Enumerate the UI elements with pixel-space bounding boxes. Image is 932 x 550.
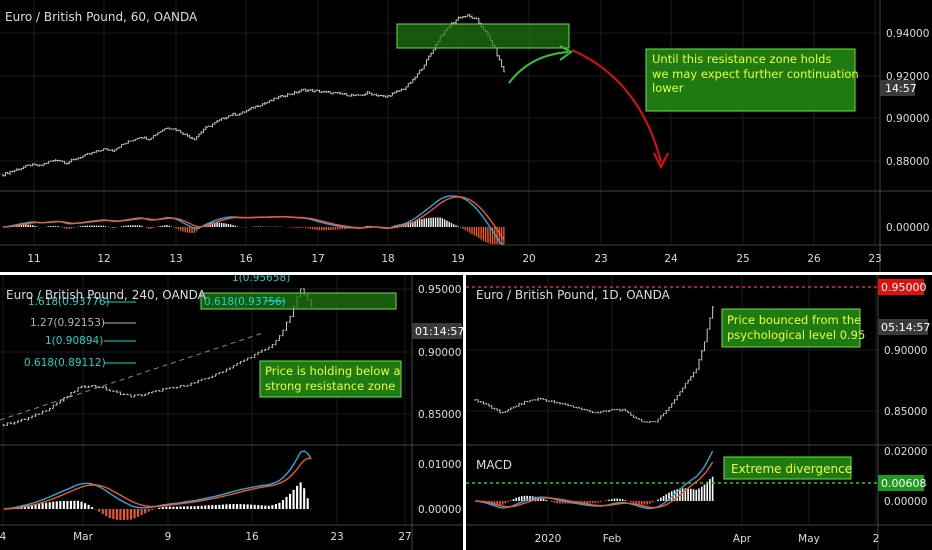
zone-fib-label: 0.618(0.93756) bbox=[204, 296, 286, 308]
macd-pane bbox=[3, 195, 505, 245]
price-tick-label: 0.85000 bbox=[418, 409, 461, 421]
chart-panel-h4[interactable]: 0.618(0.93756) 1(0.95658) 1.618(0.93776)… bbox=[0, 275, 463, 550]
macd-label: MACD bbox=[476, 458, 512, 472]
time-tick-label: 18 bbox=[381, 253, 394, 265]
annotation-line-3: lower bbox=[652, 81, 684, 95]
time-tick-label: Feb bbox=[603, 533, 622, 545]
price-tick-label: 0.88000 bbox=[886, 156, 929, 168]
chart-h4-svg[interactable]: 0.618(0.93756) 1(0.95658) 1.618(0.93776)… bbox=[0, 275, 463, 550]
time-tick-label: 25 bbox=[736, 253, 749, 265]
resistance-zone bbox=[200, 292, 397, 310]
time-tick-label: 2020 bbox=[535, 533, 562, 545]
fib-label-1b: 1(0.90894) bbox=[45, 335, 103, 347]
price-tick-label: 0.85000 bbox=[884, 406, 927, 418]
time-tick-label: Apr bbox=[733, 533, 752, 545]
chart-title: Euro / British Pound, 60, OANDA bbox=[5, 10, 198, 24]
divergence-box bbox=[723, 456, 852, 480]
red-arrow bbox=[571, 49, 662, 163]
price-tick-label: 0.95000 bbox=[418, 284, 461, 296]
time-tick-label: 13 bbox=[169, 253, 182, 265]
price-label-bg bbox=[412, 323, 462, 339]
horizontal-divider bbox=[0, 272, 932, 275]
macd-tick-label: 0.02000 bbox=[884, 446, 927, 458]
price-axis: 0.90000 0.85000 0.02000 0.00000 bbox=[884, 345, 927, 508]
time-tick-label: 11 bbox=[27, 253, 40, 265]
green-arrowhead bbox=[559, 45, 573, 61]
time-axis: 2020 Feb Apr May 2 bbox=[535, 533, 880, 545]
chart-title: Euro / British Pound, 1D, OANDA bbox=[476, 288, 671, 302]
price-tick-label: 0.90000 bbox=[884, 345, 927, 357]
price-label-bg bbox=[880, 80, 915, 96]
time-axis: 4 Mar 9 16 23 27 bbox=[0, 531, 412, 543]
time-tick-label: 16 bbox=[239, 253, 253, 265]
time-tick-label: 9 bbox=[165, 531, 172, 543]
chart-panel-d1[interactable]: Price bounced from the psychological lev… bbox=[466, 275, 932, 550]
price-tick-label: 0.90000 bbox=[886, 113, 929, 125]
annotation-box bbox=[259, 360, 402, 398]
candles bbox=[474, 306, 714, 423]
chart-d1-svg[interactable]: Price bounced from the psychological lev… bbox=[466, 275, 932, 550]
price-tick-label: 0.94000 bbox=[886, 28, 929, 40]
price-label: 01:14:57 bbox=[415, 325, 463, 338]
annotation-line-1: Until this resistance zone holds bbox=[652, 52, 831, 66]
time-tick-label: 4 bbox=[0, 531, 7, 543]
level-label-bg bbox=[878, 279, 924, 295]
annotation-line-2: strong resistance zone bbox=[265, 379, 395, 393]
macd-level-label-bg bbox=[878, 475, 924, 491]
time-tick-label: May bbox=[798, 533, 820, 545]
macd-tick-label: 0.01000 bbox=[418, 459, 461, 471]
time-tick-label: 23 bbox=[330, 531, 343, 543]
trend-line bbox=[0, 332, 264, 421]
time-tick-label: 23 bbox=[594, 253, 607, 265]
time-tick-label: Mar bbox=[73, 531, 93, 543]
annotation-box bbox=[721, 308, 861, 348]
chart-h1-svg[interactable]: Until this resistance zone holds we may … bbox=[0, 0, 932, 272]
time-tick-label: 23 bbox=[868, 253, 881, 265]
time-tick-label: 20 bbox=[522, 253, 535, 265]
macd-level-label: 0.00608 bbox=[881, 477, 927, 490]
price-tick-label: 0.90000 bbox=[418, 347, 461, 359]
macd-tick-label: 0.00000 bbox=[884, 496, 927, 508]
signal-line bbox=[3, 457, 312, 510]
time-tick-label: 17 bbox=[311, 253, 324, 265]
fib-label-0618: 0.618(0.89112) bbox=[24, 357, 106, 369]
chart-panel-h1[interactable]: Until this resistance zone holds we may … bbox=[0, 0, 932, 272]
macd-pane bbox=[3, 450, 313, 520]
price-label-bg bbox=[878, 319, 928, 335]
annotation-line-2: psychological level 0.95 bbox=[727, 328, 865, 342]
annotation-line-2: we may expect further continuation bbox=[652, 67, 859, 81]
time-tick-label: 27 bbox=[398, 531, 411, 543]
vertical-divider bbox=[463, 275, 466, 550]
divergence-label: Extreme divergence bbox=[731, 462, 852, 476]
macd-line bbox=[475, 450, 714, 510]
time-tick-label: 2 bbox=[873, 533, 880, 545]
price-label: 14:57 bbox=[885, 82, 917, 95]
time-tick-label: 24 bbox=[664, 253, 678, 265]
price-label: 05:14:57 bbox=[881, 321, 930, 334]
price-axis: 0.95000 0.90000 0.85000 0.01000 0.00000 bbox=[418, 284, 461, 516]
signal-line bbox=[475, 461, 714, 509]
resistance-zone bbox=[396, 23, 570, 49]
macd-pane bbox=[475, 450, 714, 510]
red-arrowhead bbox=[653, 152, 669, 170]
fib-label-127: 1.27(0.92153) bbox=[30, 317, 105, 329]
time-axis: 11 12 13 16 17 18 19 20 23 24 25 26 23 bbox=[27, 253, 881, 265]
signal-line bbox=[3, 196, 505, 241]
fib-label-1618: 1.618(0.93776) bbox=[28, 296, 110, 308]
time-tick-label: 19 bbox=[451, 253, 464, 265]
chart-title: Euro / British Pound, 240, OANDA bbox=[6, 288, 207, 302]
fib-label-1: 1(0.95658) bbox=[232, 275, 290, 284]
level-label: 0.95000 bbox=[881, 281, 927, 294]
grid bbox=[0, 275, 412, 524]
macd-tick-label: 0.00000 bbox=[886, 222, 929, 234]
time-tick-label: 26 bbox=[807, 253, 821, 265]
annotation-box bbox=[645, 48, 856, 112]
green-arrow bbox=[508, 51, 569, 84]
time-tick-label: 12 bbox=[97, 253, 110, 265]
time-tick-label: 16 bbox=[245, 531, 259, 543]
annotation-line-1: Price is holding below a bbox=[265, 364, 401, 378]
macd-tick-label: 0.00000 bbox=[418, 504, 461, 516]
annotation-line-1: Price bounced from the bbox=[727, 313, 861, 327]
